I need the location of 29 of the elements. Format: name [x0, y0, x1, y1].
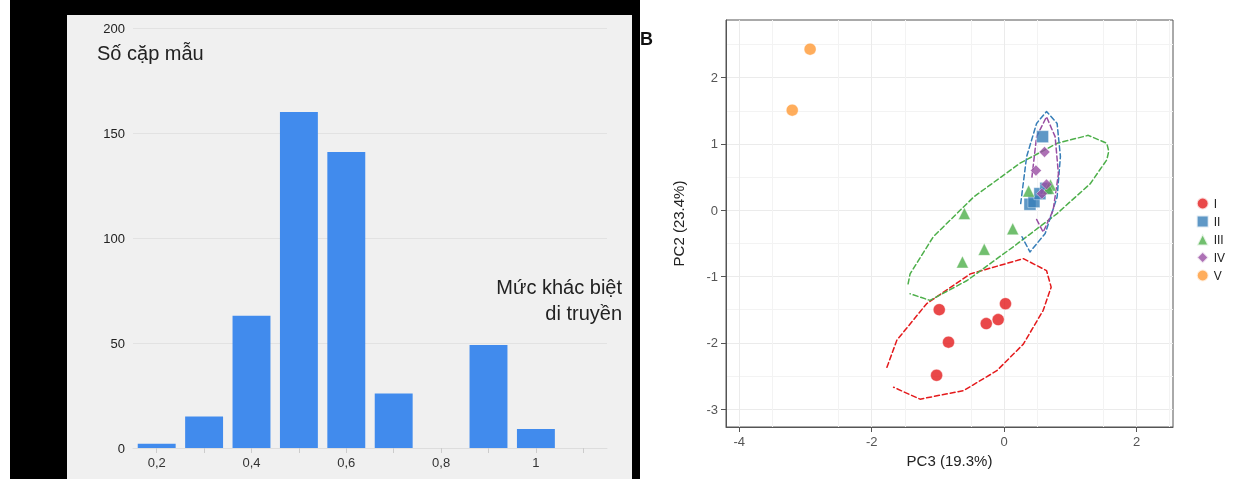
y-tick-label: 0 [710, 202, 718, 218]
x-tick-label: 1 [532, 455, 540, 470]
x-tick-label: 0,6 [337, 455, 356, 470]
x-tick-label: 0,2 [147, 455, 166, 470]
text: B [640, 29, 653, 49]
legend-label: I [1213, 196, 1218, 211]
legend-label: II [1213, 214, 1221, 229]
x-tick-label: 0,8 [432, 455, 451, 470]
y-tick-label: -2 [706, 335, 718, 351]
y-tick-label: 50 [110, 335, 125, 351]
y-axis-title: Số cặp mẫu [97, 42, 204, 64]
y-tick-label: 200 [103, 20, 125, 36]
y-tick-label: 100 [103, 230, 125, 246]
y-tick-label: 1 [710, 136, 718, 152]
x-tick-label: 0,4 [242, 455, 261, 470]
legend-label: IV [1213, 250, 1226, 265]
y-tick-label: -1 [706, 269, 718, 285]
y-tick-label: -3 [706, 401, 718, 417]
x-tick-label: 2 [1132, 434, 1141, 449]
x-tick-label: 0 [1000, 434, 1008, 449]
x-tick-label: -2 [865, 434, 878, 449]
legend-label: V [1213, 268, 1222, 283]
y-axis-title: PC2 (23.4%) [670, 180, 687, 267]
x-axis-title: PC3 (19.3%) [906, 452, 993, 469]
y-tick-label: 150 [103, 125, 125, 141]
x-axis-title: Mức khác biệt di truyền [496, 276, 623, 324]
x-tick-label: -4 [733, 434, 746, 449]
y-tick-label: 2 [710, 70, 718, 86]
legend-label: III [1213, 232, 1224, 247]
